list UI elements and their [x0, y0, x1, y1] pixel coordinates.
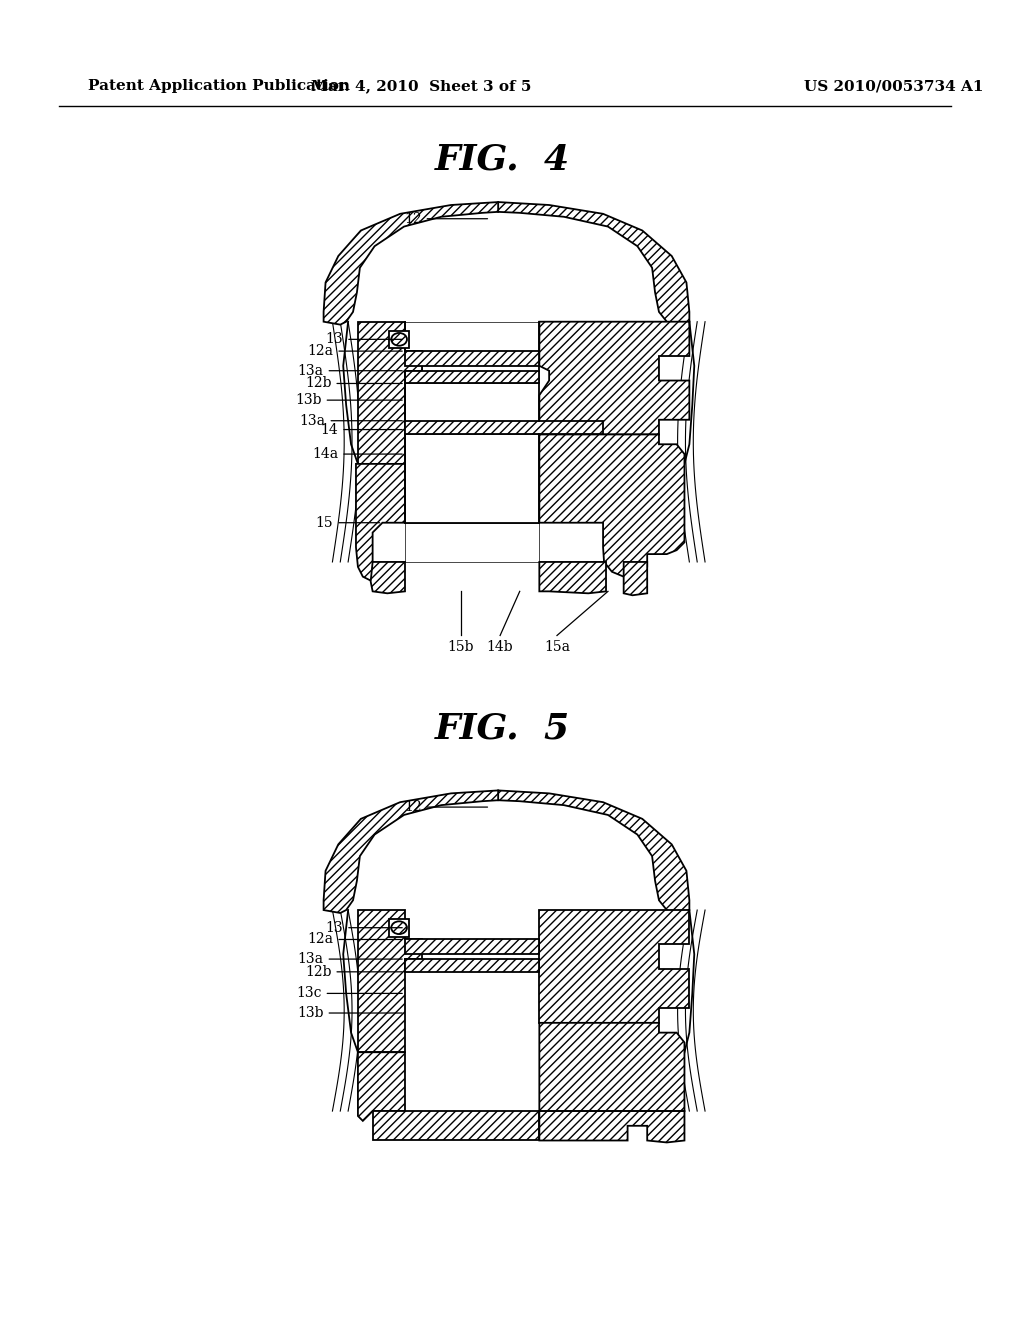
Text: 12: 12: [404, 800, 487, 814]
Polygon shape: [371, 562, 404, 593]
Text: 14a: 14a: [312, 447, 402, 461]
Text: 12a: 12a: [307, 345, 402, 358]
Text: 13a: 13a: [300, 413, 402, 428]
Polygon shape: [498, 202, 689, 325]
Text: 14b: 14b: [486, 640, 513, 655]
Text: US 2010/0053734 A1: US 2010/0053734 A1: [804, 79, 984, 94]
Text: 13c: 13c: [296, 986, 402, 1001]
Text: 12b: 12b: [305, 965, 402, 979]
Polygon shape: [540, 562, 606, 593]
Text: FIG.  5: FIG. 5: [434, 711, 569, 746]
Polygon shape: [358, 1052, 404, 1121]
Text: 13b: 13b: [295, 393, 402, 407]
Polygon shape: [404, 322, 540, 562]
Text: 13a: 13a: [298, 952, 402, 966]
Text: 14: 14: [321, 422, 402, 437]
Polygon shape: [540, 1023, 684, 1111]
Polygon shape: [498, 791, 689, 913]
Polygon shape: [373, 1111, 540, 1140]
FancyBboxPatch shape: [389, 330, 409, 348]
Text: 13: 13: [326, 921, 402, 935]
Polygon shape: [624, 562, 647, 595]
Text: 15b: 15b: [447, 640, 474, 655]
Polygon shape: [324, 791, 498, 913]
Text: 15a: 15a: [544, 640, 570, 655]
Text: 12a: 12a: [307, 932, 402, 946]
Ellipse shape: [391, 333, 407, 346]
Polygon shape: [358, 909, 422, 1052]
Text: Patent Application Publication: Patent Application Publication: [88, 79, 350, 94]
Text: 12b: 12b: [305, 376, 402, 391]
Text: 13b: 13b: [297, 1006, 402, 1020]
Polygon shape: [358, 322, 422, 463]
Text: 12: 12: [404, 211, 487, 226]
Polygon shape: [540, 1111, 684, 1142]
Ellipse shape: [391, 921, 407, 935]
Text: 15: 15: [315, 516, 380, 529]
Polygon shape: [356, 463, 404, 582]
Polygon shape: [540, 909, 689, 1023]
Polygon shape: [540, 322, 689, 434]
Polygon shape: [324, 202, 498, 325]
Polygon shape: [404, 371, 540, 384]
Text: 13: 13: [326, 333, 402, 346]
Polygon shape: [404, 351, 540, 366]
FancyBboxPatch shape: [389, 919, 409, 936]
Text: Mar. 4, 2010  Sheet 3 of 5: Mar. 4, 2010 Sheet 3 of 5: [311, 79, 531, 94]
Polygon shape: [540, 434, 684, 577]
Polygon shape: [404, 421, 603, 434]
Text: 13a: 13a: [298, 364, 402, 378]
Polygon shape: [404, 940, 540, 954]
Polygon shape: [404, 960, 540, 972]
Text: FIG.  4: FIG. 4: [434, 143, 569, 177]
